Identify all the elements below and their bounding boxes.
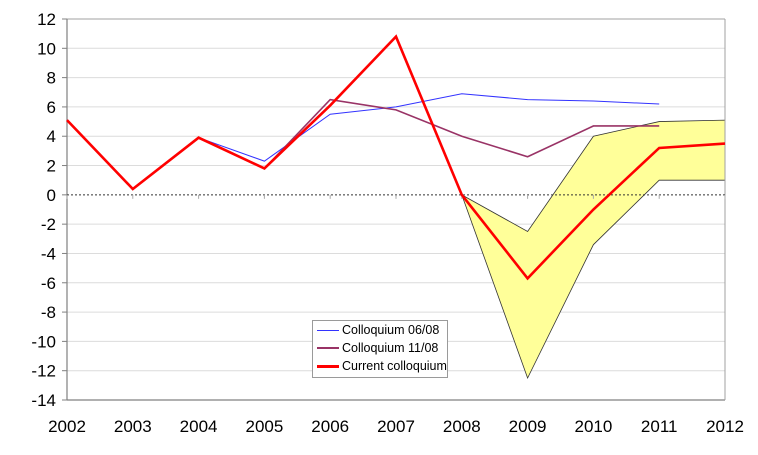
- legend-label: Current colloquium: [342, 359, 447, 373]
- legend-item-colloquium-11-08: Colloquium 11/08: [313, 339, 447, 357]
- band-area: [461, 119, 726, 380]
- legend-swatch: [317, 364, 339, 368]
- x-tick-label: 2008: [443, 417, 481, 436]
- y-tick-label: -2: [41, 215, 56, 234]
- legend-item-current-colloquium: Current colloquium: [313, 357, 447, 375]
- x-tick-label: 2011: [641, 417, 678, 436]
- x-tick-label: 2004: [180, 417, 218, 436]
- y-tick-label: 0: [47, 186, 56, 205]
- data-series: [66, 34, 726, 281]
- uncertainty-band: [461, 119, 726, 380]
- x-tick-label: 2002: [48, 417, 86, 436]
- legend-label: Colloquium 06/08: [342, 323, 440, 337]
- legend-swatch: [317, 329, 339, 331]
- y-tick-label: -14: [31, 391, 56, 410]
- legend-swatch: [317, 347, 339, 349]
- chart-legend: Colloquium 06/08 Colloquium 11/08 Curren…: [312, 320, 448, 378]
- y-tick-label: 12: [37, 10, 56, 29]
- x-tick-label: 2009: [509, 417, 547, 436]
- legend-item-colloquium-06-08: Colloquium 06/08: [313, 321, 447, 339]
- y-tick-label: -10: [31, 332, 56, 351]
- x-tick-label: 2010: [574, 417, 612, 436]
- x-tick-label: 2007: [377, 417, 415, 436]
- y-tick-label: 8: [47, 69, 56, 88]
- x-axis-ticks: 2002 2003 2004 2005 2006 2007 2008 2009 2010 2011…: [48, 417, 744, 436]
- x-tick-label: 2006: [311, 417, 349, 436]
- axes: [62, 18, 726, 401]
- y-tick-label: 2: [47, 157, 56, 176]
- x-tick-label: 2005: [245, 417, 283, 436]
- y-tick-label: -4: [41, 244, 56, 263]
- series-line: [66, 34, 726, 281]
- y-tick-label: 6: [47, 98, 56, 117]
- y-axis-ticks: 12 10 8 6 4 2 0 -2 -4 -6 -8 -10 -12 -14: [31, 10, 56, 410]
- x-tick-label: 2012: [706, 417, 744, 436]
- y-tick-label: -8: [41, 303, 56, 322]
- y-tick-label: -6: [41, 274, 56, 293]
- y-tick-label: -12: [31, 362, 56, 381]
- x-tick-label: 2003: [114, 417, 152, 436]
- gridlines: [67, 18, 725, 372]
- y-tick-label: 4: [47, 127, 56, 146]
- legend-label: Colloquium 11/08: [342, 341, 439, 355]
- y-tick-label: 10: [37, 39, 56, 58]
